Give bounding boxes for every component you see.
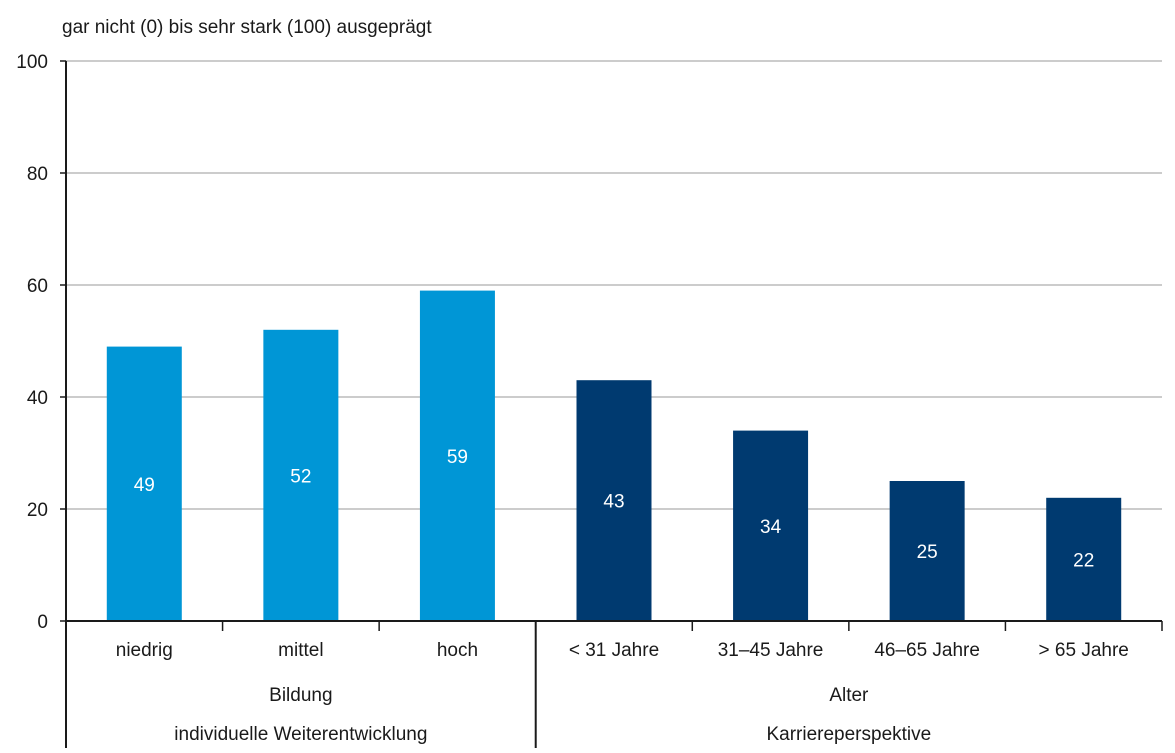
y-tick-label: 0 <box>37 612 48 633</box>
labels: 0 20 40 60 80 100 49 niedrig 52 mittel 59 hoch 43 < 3… <box>16 52 1129 745</box>
y-tick-label: 100 <box>16 52 48 73</box>
bar-value-label: 34 <box>760 517 782 538</box>
x-category-label: 31–45 Jahre <box>718 640 824 661</box>
bar-value-label: 25 <box>917 542 938 563</box>
axes <box>60 60 1163 748</box>
bar <box>419 290 495 621</box>
x-category-label: > 65 Jahre <box>1039 640 1129 661</box>
x-category-label: < 31 Jahre <box>569 640 659 661</box>
x-category-label: 46–65 Jahre <box>874 640 980 661</box>
x-category-label: niedrig <box>116 640 173 661</box>
bar <box>263 329 339 621</box>
y-axis-title: gar nicht (0) bis sehr stark (100) ausge… <box>62 17 432 38</box>
bar-value-label: 49 <box>134 475 155 496</box>
y-tick-label: 60 <box>27 276 48 297</box>
y-tick-label: 80 <box>27 164 48 185</box>
bars <box>106 290 1122 621</box>
y-tick-label: 20 <box>27 500 48 521</box>
group-sublabel: individuelle Weiterentwicklung <box>174 724 427 745</box>
bar-value-label: 43 <box>603 492 624 513</box>
group-label: Alter <box>829 685 869 706</box>
x-category-label: mittel <box>278 640 323 661</box>
gridlines <box>66 60 1162 510</box>
group-label: Bildung <box>269 685 332 706</box>
bar-value-label: 52 <box>290 466 311 487</box>
bar <box>889 481 965 621</box>
bar <box>106 346 182 621</box>
x-category-label: hoch <box>437 640 478 661</box>
bar <box>1046 497 1122 621</box>
group-sublabel: Karriereperspektive <box>766 724 931 745</box>
bar-value-label: 59 <box>447 447 468 468</box>
bar <box>733 430 809 621</box>
bar <box>576 380 652 621</box>
y-tick-label: 40 <box>27 388 48 409</box>
bar-value-label: 22 <box>1073 550 1094 571</box>
